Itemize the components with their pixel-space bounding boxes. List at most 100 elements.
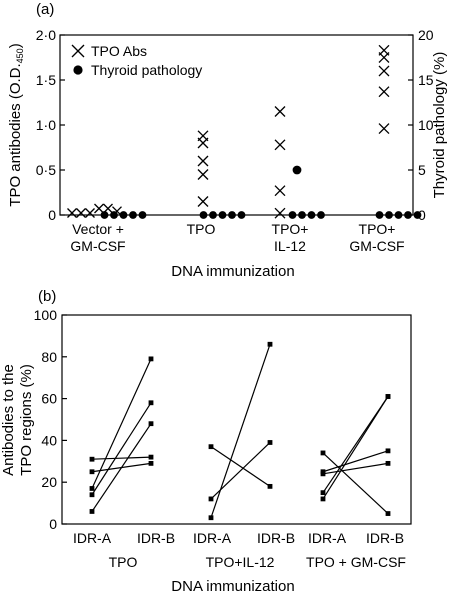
b-line-0-2 [91,358,152,489]
a-abs-mark-0-3 [94,203,104,214]
b-group-label-1: TPO+IL-12 [206,554,275,570]
a-legend-marker-1 [73,65,83,75]
b-tick-label-5: 100 [34,307,58,323]
b-point-a-1-2 [208,515,214,521]
a-legend-label-1: Thyroid pathology [91,62,202,78]
a-abs-mark-0-0 [67,208,77,218]
b-line-2-1 [322,450,389,473]
a-abs-mark-3-1 [378,52,390,63]
a-abs-mark-0-1 [76,208,86,218]
a-path-mark-3-3 [404,211,412,219]
a-abs-mark-1-4-stroke-2 [197,196,209,207]
a-abs-mark-1-1 [197,137,209,149]
b-point-a-1-0 [208,444,214,450]
a-abs-mark-1-3-stroke-2 [197,169,209,180]
a-abs-mark-2-0-stroke-2 [274,106,286,117]
a-abs-mark-3-1-stroke-2 [378,52,390,63]
b-line-1-0 [210,446,271,487]
b-line-1-2 [210,344,271,518]
b-point-b-1-0 [267,483,273,489]
a-group-label-1-0: TPO [187,221,216,237]
a-left-tick-label-2: 1·0 [36,117,56,133]
a-abs-mark-2-2 [274,185,286,197]
b-point-a-0-4 [89,509,95,514]
panel-b-frame [61,314,412,525]
a-path-mark-2-4 [317,211,325,219]
b-line-0-3 [91,402,152,496]
a-right-tick-label-4: 20 [418,27,434,43]
a-path-mark-2-1 [292,165,302,175]
panel-b-x-label: DNA immunization [171,578,294,595]
a-path-mark-1-0 [199,211,208,219]
a-abs-mark-2-3 [274,207,286,219]
b-point-b-0-1 [148,460,154,466]
panel-a-y-left-sub: 450 [15,48,25,63]
a-path-mark-0-2 [119,211,128,219]
a-abs-mark-3-3-stroke-2 [378,86,390,98]
a-abs-mark-2-0 [274,106,286,117]
b-x-label-2-0: IDR-A [308,530,347,546]
b-line-2-4 [322,396,389,500]
a-abs-mark-2-1 [274,139,286,151]
a-path-mark-2-0 [288,211,297,219]
panel-a-y-right-label: Thyroid pathology (%) [431,52,448,199]
a-left-tick-label-4: 2·0 [36,27,56,43]
b-point-b-2-2 [385,460,391,466]
a-left-tick-label-0: 0 [48,207,56,223]
a-abs-mark-3-2-stroke-2 [378,65,390,77]
a-path-mark-3-2 [394,211,403,219]
b-point-a-0-3 [89,492,95,498]
a-abs-mark-3-3 [378,86,390,98]
a-path-mark-0-0 [100,211,109,219]
a-abs-mark-1-2-stroke-2 [197,155,209,167]
a-group-label-0-0: Vector + [72,221,124,237]
a-abs-mark-0-2 [85,208,95,218]
a-path-mark-1-3 [228,211,236,219]
a-abs-mark-0-3-stroke-2 [94,203,104,214]
panel-a-label: (a) [36,1,54,18]
a-abs-mark-3-4-stroke-2 [378,123,390,135]
b-tick-label-2: 40 [41,432,57,448]
panel-b-y-axis: 0 20 40 60 80 100 [34,307,67,532]
b-point-a-0-0 [89,456,95,462]
b-tick-label-1: 20 [41,474,57,490]
b-point-a-2-0 [320,450,326,456]
a-left-tick-label-1: 0·5 [36,162,56,178]
panel-a-marks [67,44,422,219]
a-right-tick-label-3: 15 [418,72,434,88]
a-legend-label-0: TPO Abs [91,43,147,59]
b-x-label-1-1: IDR-B [257,530,295,546]
a-abs-mark-0-2-stroke-2 [85,208,95,218]
b-tick-label-4: 80 [41,349,57,365]
a-path-mark-0-4 [138,211,147,219]
a-path-mark-3-0 [375,211,384,219]
b-point-b-1-1 [267,440,273,445]
b-point-b-0-3 [148,400,154,406]
a-abs-mark-1-1-stroke-2 [197,137,209,149]
a-abs-mark-2-1-stroke-2 [274,139,286,151]
a-abs-mark-0-1-stroke-2 [76,208,86,218]
b-point-b-0-2 [148,356,154,362]
b-point-a-2-4 [320,496,326,502]
a-group-label-2-1: IL-12 [274,238,306,254]
panel-a-x-label: DNA immunization [171,263,294,280]
a-path-mark-2-3 [307,211,316,219]
b-tick-label-3: 60 [41,391,57,407]
a-right-tick-label-2: 10 [418,117,434,133]
a-abs-mark-2-2-stroke-2 [274,185,286,197]
b-line-0-4 [91,423,152,512]
b-point-a-1-1 [208,496,214,502]
a-path-mark-2-2 [298,211,306,219]
b-group-label-0: TPO [109,554,138,570]
a-abs-mark-1-3 [197,169,209,180]
b-point-b-2-4 [385,394,391,399]
a-abs-mark-1-4 [197,196,209,207]
b-line-2-0 [322,452,389,514]
a-abs-mark-1-2 [197,155,209,167]
a-path-mark-0-1 [110,211,118,219]
a-path-mark-0-3 [129,211,137,219]
a-abs-mark-3-4 [378,123,390,135]
a-group-label-3-1: GM-CSF [349,238,404,254]
